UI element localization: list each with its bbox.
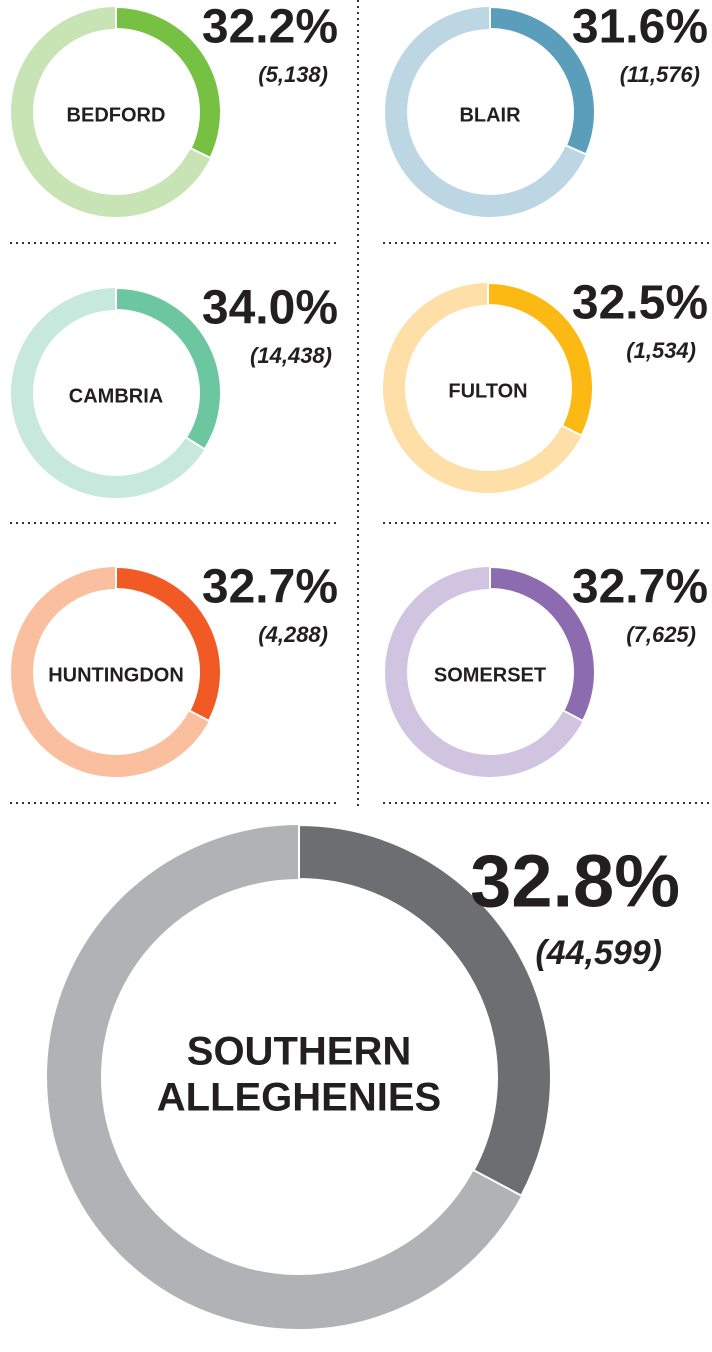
donut-arc xyxy=(115,286,222,451)
county-label: SOMERSET xyxy=(434,664,546,686)
donut-arc xyxy=(115,5,222,160)
percent-label: 32.8% xyxy=(470,840,680,923)
percent-label: 32.7% xyxy=(202,561,338,614)
percent-label: 34.0% xyxy=(202,282,338,335)
count-label: (7,625) xyxy=(626,622,696,647)
count-label: (1,534) xyxy=(626,338,696,363)
percent-label: 32.2% xyxy=(202,1,338,54)
donut-arc xyxy=(298,823,552,1197)
donut-arc xyxy=(115,565,222,723)
donut-arc xyxy=(489,565,596,723)
region-label: ALLEGHENIES xyxy=(157,1076,441,1120)
donut-arc xyxy=(487,281,594,438)
count-label: (14,438) xyxy=(250,343,332,368)
percent-label: 32.7% xyxy=(572,561,708,614)
donut-arc xyxy=(489,5,596,156)
county-label: BLAIR xyxy=(459,104,521,126)
county-label: HUNTINGDON xyxy=(48,664,184,686)
count-label: (5,138) xyxy=(258,62,328,87)
county-label: BEDFORD xyxy=(67,104,166,126)
county-label: CAMBRIA xyxy=(69,385,163,407)
percent-label: 32.5% xyxy=(572,277,708,330)
count-label: (11,576) xyxy=(620,62,700,87)
percent-label: 31.6% xyxy=(572,1,708,54)
county-label: FULTON xyxy=(448,380,527,402)
count-label: (44,599) xyxy=(535,934,662,972)
region-label: SOUTHERN xyxy=(187,1030,411,1074)
count-label: (4,288) xyxy=(258,622,328,647)
